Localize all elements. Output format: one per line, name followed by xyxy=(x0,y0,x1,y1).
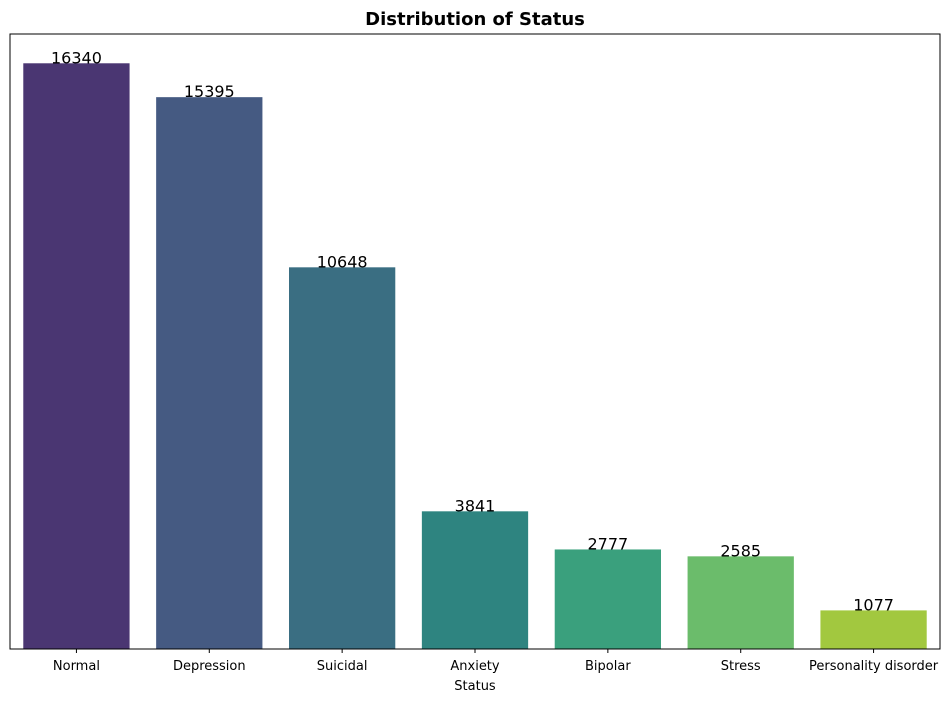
data-label: 2777 xyxy=(587,534,628,553)
x-tick-label: Stress xyxy=(721,659,761,674)
x-axis-ticks: Normal Depression Suicidal Anxiety Bipolar St… xyxy=(53,649,939,674)
bar-personality-disorder xyxy=(820,610,927,649)
bar-normal xyxy=(23,63,130,650)
x-axis-label: Status xyxy=(454,679,496,694)
data-label: 2585 xyxy=(720,541,761,560)
bar-bipolar xyxy=(554,549,661,649)
x-tick-label: Bipolar xyxy=(585,659,631,674)
x-tick-label: Anxiety xyxy=(450,659,500,674)
bar-anxiety xyxy=(421,511,529,649)
x-tick-label: Personality disorder xyxy=(809,659,939,674)
data-label: 10648 xyxy=(317,252,368,271)
x-tick-label: Depression xyxy=(173,659,246,674)
data-label: 15395 xyxy=(184,82,235,101)
data-label: 1077 xyxy=(853,595,894,614)
bars-group xyxy=(23,63,927,650)
data-labels-group: 16340 15395 10648 3841 2777 2585 1077 xyxy=(51,48,894,614)
chart-title: Distribution of Status xyxy=(365,9,585,30)
bar-stress xyxy=(687,556,794,649)
plot-frame xyxy=(9,33,941,650)
x-tick-label: Suicidal xyxy=(317,659,368,674)
data-label: 3841 xyxy=(455,496,496,515)
data-label: 16340 xyxy=(51,48,102,67)
x-tick-label: Normal xyxy=(53,659,100,674)
bar-depression xyxy=(156,97,263,649)
bar-suicidal xyxy=(289,267,396,649)
